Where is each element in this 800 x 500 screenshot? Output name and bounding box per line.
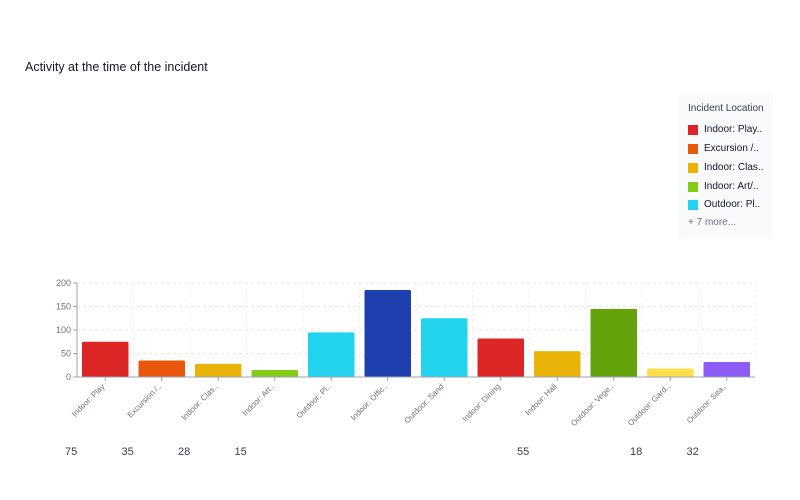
value-label: 32 — [686, 446, 699, 458]
bar — [590, 308, 637, 377]
x-tick-label: Indoor: Dining — [461, 382, 503, 424]
legend-label: Indoor: Play.. — [704, 124, 763, 135]
legend-swatch — [688, 162, 698, 173]
x-tick-label: Indoor: Clas.. — [180, 382, 220, 422]
legend: Incident Location Indoor: Play.. Excursi… — [678, 93, 773, 239]
value-label: 55 — [517, 446, 530, 458]
legend-swatch — [688, 199, 698, 210]
bar — [195, 363, 242, 377]
bar — [647, 368, 694, 377]
value-label: 15 — [234, 446, 247, 458]
x-tick-label: Outdoor: Sand — [402, 382, 445, 425]
x-tick-label: Outdoor: Pl.. — [295, 382, 333, 420]
value-label: 18 — [630, 446, 643, 458]
x-tick-label: Indoor: Hall — [523, 382, 558, 417]
legend-item[interactable]: Indoor: Clas.. — [688, 162, 763, 173]
legend-item[interactable]: Excursion /.. — [688, 143, 759, 154]
bar — [364, 290, 411, 377]
value-label: 75 — [65, 446, 78, 458]
value-label: 35 — [121, 446, 134, 458]
x-tick-label: Indoor: Offic.. — [349, 382, 389, 422]
bar — [703, 361, 750, 377]
bar — [138, 360, 185, 377]
x-tick-label: Indoor: Play — [70, 382, 107, 419]
bar — [251, 369, 298, 377]
bar — [477, 338, 524, 377]
y-tick-label: 150 — [56, 302, 71, 312]
x-tick-label: Outdoor: Vege.. — [569, 382, 615, 428]
legend-title: Incident Location — [688, 103, 764, 114]
value-label: 28 — [178, 446, 191, 458]
bar — [421, 318, 468, 377]
legend-more-link[interactable]: + 7 more... — [688, 217, 737, 228]
x-tick-label: Indoor: Art.. — [241, 382, 277, 418]
legend-item[interactable]: Indoor: Art/.. — [688, 181, 758, 192]
legend-label: Indoor: Art/.. — [704, 181, 759, 192]
y-tick-label: 200 — [56, 278, 71, 288]
legend-swatch — [688, 181, 698, 192]
legend-swatch — [688, 143, 698, 154]
legend-label: Excursion /.. — [704, 143, 760, 154]
bar — [534, 351, 581, 377]
legend-item[interactable]: Indoor: Play.. — [688, 124, 762, 135]
legend-item[interactable]: Outdoor: Pl.. — [688, 199, 760, 210]
bar — [82, 341, 129, 377]
x-tick-label: Outdoor: Sea.. — [685, 382, 728, 425]
legend-swatch — [688, 124, 698, 135]
legend-label: Indoor: Clas.. — [704, 162, 764, 173]
legend-label: Outdoor: Pl.. — [704, 199, 761, 210]
x-tick-label: Excursion /.. — [126, 382, 163, 419]
y-tick-label: 50 — [61, 349, 71, 359]
chart-title: Activity at the time of the incident — [25, 60, 208, 74]
bar — [308, 332, 355, 377]
y-tick-label: 100 — [56, 325, 71, 335]
y-tick-label: 0 — [66, 372, 71, 382]
x-tick-label: Outdoor: Gard.. — [626, 382, 672, 428]
